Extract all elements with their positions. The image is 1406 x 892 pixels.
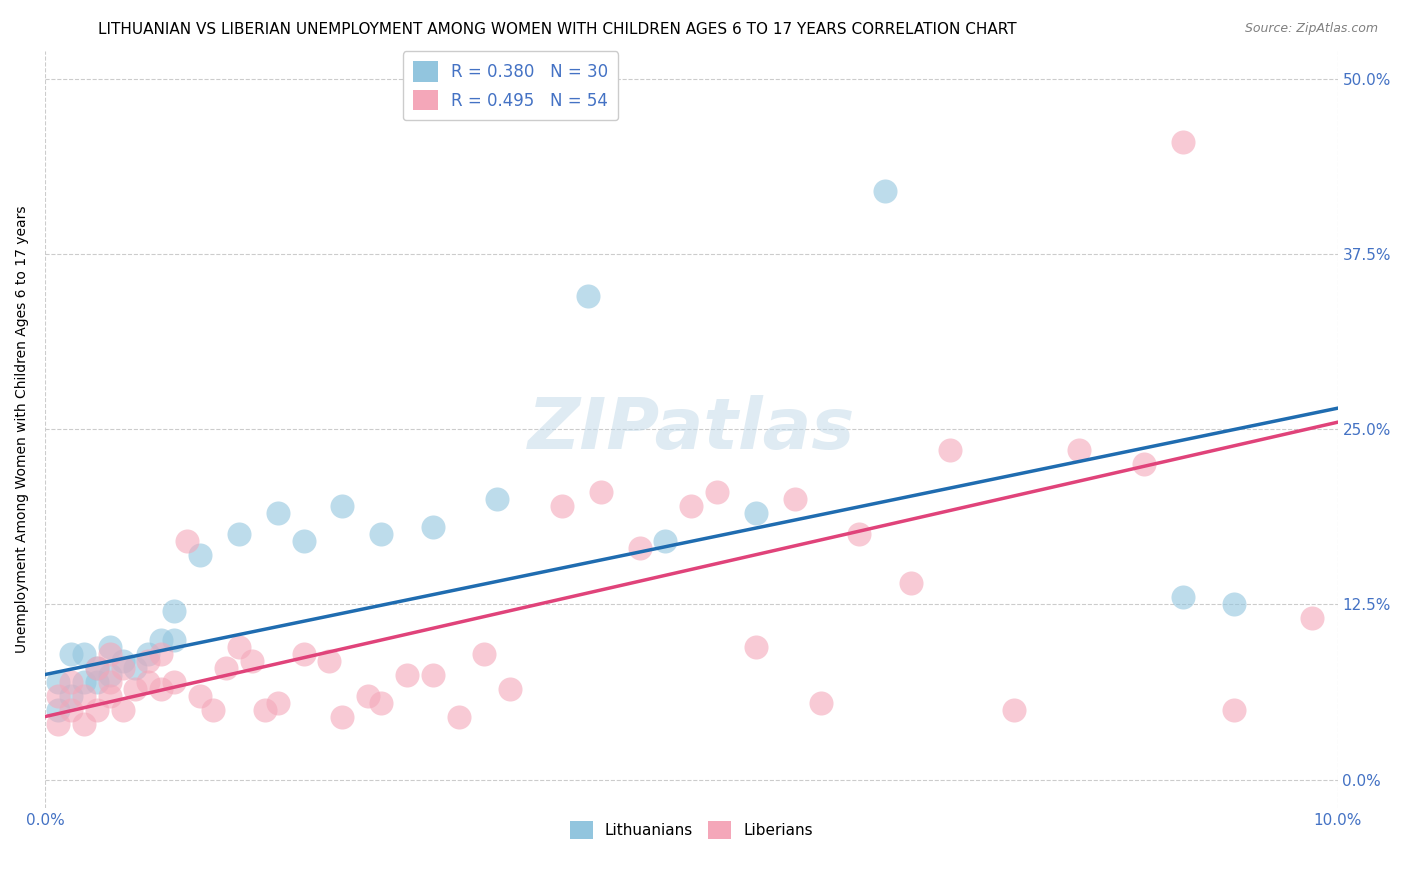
Point xyxy=(86,674,108,689)
Point xyxy=(253,703,276,717)
Point xyxy=(1171,591,1194,605)
Y-axis label: Unemployment Among Women with Children Ages 6 to 17 years: Unemployment Among Women with Children A… xyxy=(15,205,30,653)
Point xyxy=(59,689,82,703)
Point xyxy=(292,647,315,661)
Point xyxy=(150,632,173,647)
Point xyxy=(98,640,121,654)
Point xyxy=(124,660,146,674)
Point xyxy=(59,703,82,717)
Point xyxy=(422,520,444,534)
Point xyxy=(111,654,134,668)
Point xyxy=(706,485,728,500)
Point xyxy=(86,703,108,717)
Point xyxy=(98,647,121,661)
Point xyxy=(163,632,186,647)
Point xyxy=(1171,135,1194,149)
Point xyxy=(370,696,392,710)
Point xyxy=(163,674,186,689)
Point xyxy=(499,681,522,696)
Point xyxy=(875,184,897,198)
Point xyxy=(370,527,392,541)
Point xyxy=(188,689,211,703)
Point xyxy=(111,703,134,717)
Point xyxy=(1132,457,1154,471)
Point xyxy=(46,689,69,703)
Point xyxy=(318,654,340,668)
Point xyxy=(576,289,599,303)
Point xyxy=(330,500,353,514)
Point xyxy=(486,492,509,507)
Point xyxy=(138,654,160,668)
Point xyxy=(589,485,612,500)
Point xyxy=(900,576,922,591)
Point xyxy=(124,681,146,696)
Point xyxy=(422,667,444,681)
Point xyxy=(73,716,96,731)
Text: LITHUANIAN VS LIBERIAN UNEMPLOYMENT AMONG WOMEN WITH CHILDREN AGES 6 TO 17 YEARS: LITHUANIAN VS LIBERIAN UNEMPLOYMENT AMON… xyxy=(98,22,1017,37)
Point xyxy=(176,534,198,549)
Point xyxy=(1301,611,1323,625)
Point xyxy=(228,640,250,654)
Point xyxy=(266,506,288,520)
Point xyxy=(86,660,108,674)
Point xyxy=(1223,598,1246,612)
Point xyxy=(150,647,173,661)
Point xyxy=(98,667,121,681)
Point xyxy=(150,681,173,696)
Point xyxy=(111,660,134,674)
Point xyxy=(939,443,962,458)
Point xyxy=(202,703,225,717)
Text: ZIPatlas: ZIPatlas xyxy=(527,395,855,464)
Point xyxy=(395,667,418,681)
Point xyxy=(848,527,870,541)
Point xyxy=(330,709,353,723)
Point xyxy=(73,674,96,689)
Point xyxy=(73,647,96,661)
Point xyxy=(474,647,496,661)
Point xyxy=(810,696,832,710)
Point xyxy=(745,506,768,520)
Point xyxy=(1004,703,1026,717)
Point xyxy=(745,640,768,654)
Point xyxy=(98,689,121,703)
Point xyxy=(551,500,574,514)
Point xyxy=(228,527,250,541)
Point xyxy=(188,549,211,563)
Point xyxy=(59,674,82,689)
Point xyxy=(1223,703,1246,717)
Point xyxy=(628,541,651,556)
Point xyxy=(783,492,806,507)
Point xyxy=(73,689,96,703)
Point xyxy=(1069,443,1091,458)
Point xyxy=(138,647,160,661)
Text: Source: ZipAtlas.com: Source: ZipAtlas.com xyxy=(1244,22,1378,36)
Point xyxy=(292,534,315,549)
Point xyxy=(98,674,121,689)
Point xyxy=(240,654,263,668)
Point xyxy=(59,647,82,661)
Point xyxy=(215,660,238,674)
Point xyxy=(46,716,69,731)
Point xyxy=(86,660,108,674)
Point xyxy=(138,674,160,689)
Point xyxy=(681,500,703,514)
Point xyxy=(654,534,676,549)
Point xyxy=(266,696,288,710)
Point xyxy=(46,703,69,717)
Point xyxy=(357,689,380,703)
Legend: Lithuanians, Liberians: Lithuanians, Liberians xyxy=(564,814,820,846)
Point xyxy=(46,674,69,689)
Point xyxy=(163,605,186,619)
Point xyxy=(447,709,470,723)
